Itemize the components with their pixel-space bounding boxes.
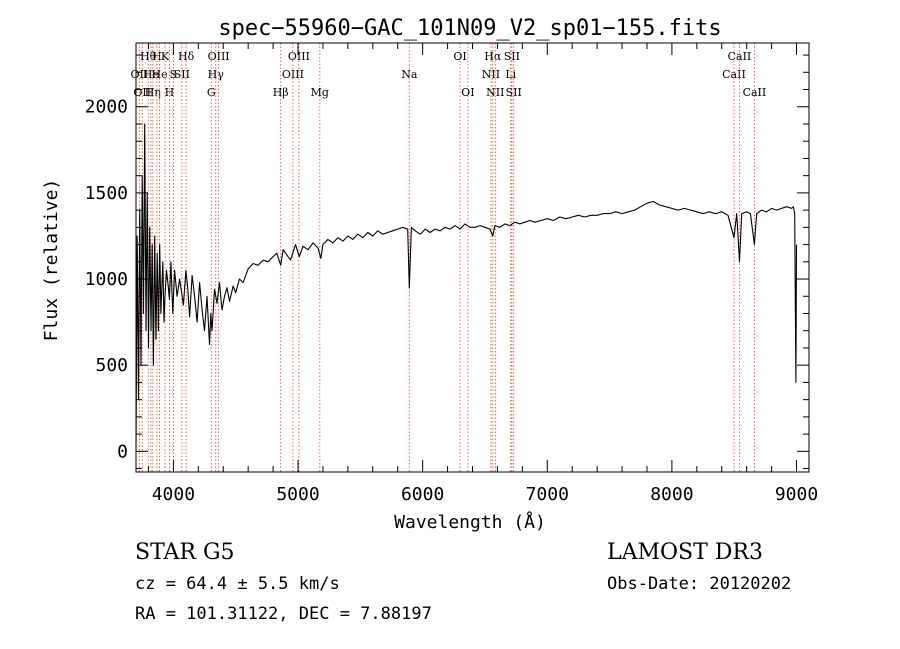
x-tick-label: 9000	[775, 484, 818, 505]
x-tick-label: 6000	[401, 484, 444, 505]
line-marker-label: OI	[461, 86, 474, 99]
chart-title: spec−55960−GAC_101N09_V2_sp01−155.fits	[218, 16, 721, 41]
y-tick-label: 2000	[85, 97, 128, 118]
redshift-velocity: cz = 64.4 ± 5.5 km/s	[135, 574, 340, 594]
spectrum-chart: spec−55960−GAC_101N09_V2_sp01−155.fits O…	[41, 16, 818, 533]
line-marker-label: OI	[453, 50, 466, 63]
line-marker-label: Mg	[311, 86, 329, 99]
classification-label: STAR G5	[135, 540, 235, 565]
y-tick-label: 1000	[85, 269, 128, 290]
line-marker-label: OIII	[282, 68, 304, 81]
x-tick-label: 5000	[276, 484, 319, 505]
line-marker-label: OII	[131, 68, 149, 81]
line-marker-label: H	[152, 50, 162, 63]
y-axis-label: Flux (relative)	[41, 179, 62, 342]
line-marker-label: S	[170, 68, 178, 81]
y-tick-label: 500	[95, 355, 128, 376]
line-marker-label: Hθ	[140, 50, 157, 63]
y-tick-label: 1500	[85, 183, 128, 204]
line-marker-label: Li	[505, 68, 516, 81]
observation-date: Obs-Date: 20120202	[607, 574, 792, 594]
coordinates: RA = 101.31122, DEC = 7.88197	[135, 604, 432, 624]
line-marker-label: SII	[504, 50, 520, 63]
line-marker-label: Hγ	[208, 68, 225, 81]
line-marker-label: H	[165, 86, 175, 99]
spectral-line-markers: OIIOIIHθHeHηHHeKHSSIIHδGHγOIIIHβOIIIOIII…	[131, 43, 767, 472]
line-marker-label: Hα	[484, 50, 502, 63]
line-marker-label: Na	[401, 68, 418, 81]
line-marker-label: CaII	[722, 68, 746, 81]
y-tick-label: 0	[117, 441, 128, 462]
x-axis-label: Wavelength (Å)	[394, 511, 546, 533]
line-marker-label: He	[152, 68, 168, 81]
line-marker-label: Hη	[145, 86, 161, 99]
line-marker-label: K	[161, 50, 170, 63]
line-marker-label: OIII	[208, 50, 230, 63]
line-marker-label: NII	[482, 68, 500, 81]
spectrum-line	[135, 123, 798, 448]
line-marker-label: Hδ	[178, 50, 195, 63]
x-tick-label: 4000	[152, 484, 195, 505]
line-marker-label: SII	[506, 86, 522, 99]
line-marker-label: He	[143, 68, 159, 81]
survey-name: LAMOST DR3	[607, 540, 763, 565]
x-tick-label: 8000	[650, 484, 693, 505]
line-marker-label: OIII	[288, 50, 310, 63]
x-tick-label: 7000	[526, 484, 569, 505]
plot-frame	[135, 42, 810, 473]
line-marker-label: Hβ	[273, 86, 289, 99]
line-marker-label: CaII	[743, 86, 767, 99]
axis-ticks: 4000 5000 6000 7000 8000 9000 0 500 1000 1500 2000	[85, 43, 818, 505]
line-marker-label: SII	[174, 68, 190, 81]
line-marker-label: CaII	[728, 50, 752, 63]
line-marker-label: G	[207, 86, 216, 99]
line-marker-label: NII	[486, 86, 504, 99]
